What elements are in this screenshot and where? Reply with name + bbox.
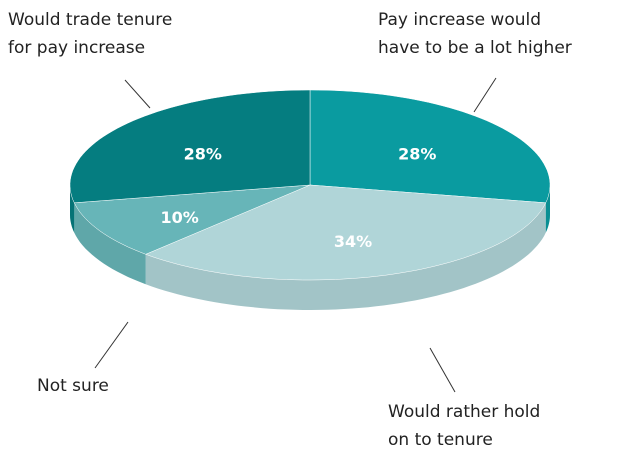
value-label: 10% (160, 208, 198, 227)
leader-line (94, 321, 129, 369)
value-label: 28% (398, 144, 436, 163)
category-label: Not sure (37, 376, 109, 396)
slice (73, 184, 311, 255)
slice (145, 184, 547, 281)
slice-side (145, 202, 546, 310)
slice (309, 89, 551, 204)
value-label: 34% (334, 232, 372, 251)
slice (69, 89, 311, 204)
leader-line (429, 347, 456, 393)
slice-side (70, 185, 75, 233)
slice-side (74, 202, 146, 285)
category-label: Pay increase would have to be a lot high… (378, 10, 572, 58)
slice-side (545, 185, 550, 233)
leader-line (473, 77, 497, 113)
value-label: 28% (184, 144, 222, 163)
category-label: Would rather hold on to tenure (388, 402, 541, 450)
leader-line (124, 79, 151, 109)
category-label: Would trade tenure for pay increase (8, 10, 173, 58)
